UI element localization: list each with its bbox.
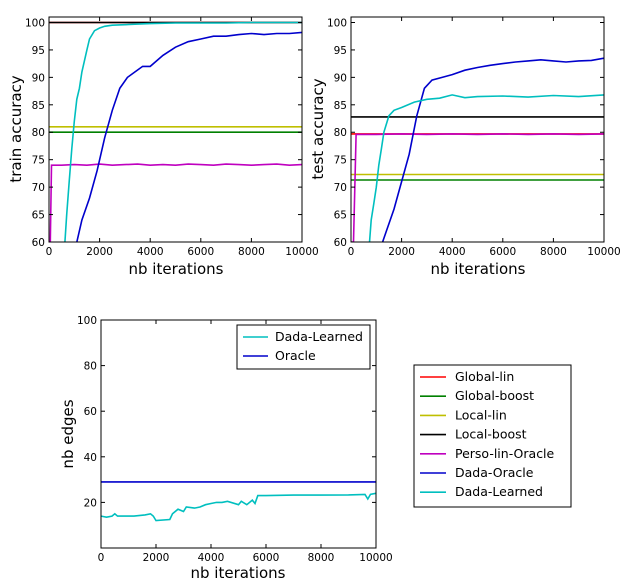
x-tick-label: 8000	[238, 246, 265, 258]
series-line-dada-learned	[64, 21, 302, 242]
series-group	[49, 21, 302, 242]
plot-frame	[100, 319, 377, 549]
series-line-dada-oracle	[381, 57, 604, 242]
main-legend-label-dada-oracle: Dada-Oracle	[455, 465, 534, 480]
main-legend: Global-lin Global-boost Local-lin Local-boo…	[413, 364, 572, 508]
main-legend-label-global-boost: Global-boost	[455, 388, 534, 403]
x-tick-label: 0	[348, 246, 355, 258]
series-group	[101, 481, 376, 522]
y-tick-label: 100	[25, 17, 45, 29]
x-tick-label: 2000	[86, 246, 113, 258]
series-line-perso-lin-oracle	[351, 133, 604, 242]
y-tick-label: 80	[334, 127, 347, 139]
y-tick-label: 95	[32, 45, 45, 57]
main-legend-label-local-lin: Local-lin	[455, 407, 507, 422]
edges-plot: 0 2000 4000 6000 8000 10000 20 40 60 80 100 nb iter…	[59, 315, 393, 580]
main-legend-box	[413, 364, 572, 508]
series-line-dada-oracle	[76, 31, 302, 242]
y-tick-label: 95	[334, 45, 347, 57]
x-tick-label: 10000	[359, 552, 392, 564]
y-tick-label: 65	[32, 210, 45, 222]
plot-frame	[48, 16, 303, 243]
series-group	[351, 57, 604, 242]
x-axis-label: nb iterations	[191, 564, 286, 580]
x-tick-label: 8000	[308, 552, 335, 564]
edges-legend: Dada-Learned Oracle	[236, 324, 371, 370]
y-axis-label: train accuracy	[7, 75, 25, 182]
y-tick-label: 70	[334, 182, 347, 194]
x-tick-label: 6000	[489, 246, 516, 258]
y-tick-label: 70	[32, 182, 45, 194]
main-legend-label-dada-learned: Dada-Learned	[455, 484, 543, 499]
x-axis-label: nb iterations	[129, 260, 224, 278]
y-tick-label: 60	[32, 237, 45, 249]
y-tick-label: 75	[32, 155, 45, 167]
train-accuracy-plot: 0 2000 4000 6000 8000 10000 60 65 70 75 80 85 90 95 10…	[7, 16, 319, 278]
x-tick-label: 0	[46, 246, 53, 258]
y-tick-label: 60	[334, 237, 347, 249]
y-axis-label: test accuracy	[309, 78, 327, 179]
y-tick-label: 20	[84, 497, 97, 509]
x-tick-label: 2000	[143, 552, 170, 564]
y-axis-label: nb edges	[59, 399, 77, 468]
main-legend-label-perso-lin-oracle: Perso-lin-Oracle	[455, 446, 555, 461]
x-tick-label: 4000	[439, 246, 466, 258]
series-line-dada-learned	[368, 94, 604, 242]
test-accuracy-plot: 0 2000 4000 6000 8000 10000 60 65 70 75 80 85 90 95 10…	[309, 16, 621, 278]
plot-frame	[350, 16, 605, 243]
y-tick-label: 80	[84, 361, 97, 373]
x-tick-label: 6000	[187, 246, 214, 258]
y-tick-label: 60	[84, 406, 97, 418]
y-tick-label: 80	[32, 127, 45, 139]
y-tick-label: 65	[334, 210, 347, 222]
x-tick-label: 8000	[540, 246, 567, 258]
series-line-dada-learned	[101, 492, 376, 522]
y-tick-label: 85	[32, 100, 45, 112]
x-tick-label: 4000	[198, 552, 225, 564]
y-tick-label: 90	[32, 72, 45, 84]
legend-label-dada-learned: Dada-Learned	[275, 329, 363, 344]
x-tick-label: 10000	[587, 246, 620, 258]
x-tick-label: 4000	[137, 246, 164, 258]
legend-box	[236, 324, 371, 370]
y-tick-label: 100	[77, 315, 97, 327]
main-legend-label-global-lin: Global-lin	[455, 369, 514, 384]
y-tick-label: 75	[334, 155, 347, 167]
legend-label-oracle: Oracle	[275, 348, 316, 363]
x-tick-label: 10000	[285, 246, 318, 258]
main-legend-label-local-boost: Local-boost	[455, 427, 527, 442]
x-tick-label: 6000	[253, 552, 280, 564]
x-tick-label: 0	[98, 552, 105, 564]
x-axis-label: nb iterations	[431, 260, 526, 278]
y-tick-label: 100	[327, 17, 347, 29]
y-tick-label: 90	[334, 72, 347, 84]
y-tick-label: 85	[334, 100, 347, 112]
x-tick-label: 2000	[388, 246, 415, 258]
y-tick-label: 40	[84, 452, 97, 464]
